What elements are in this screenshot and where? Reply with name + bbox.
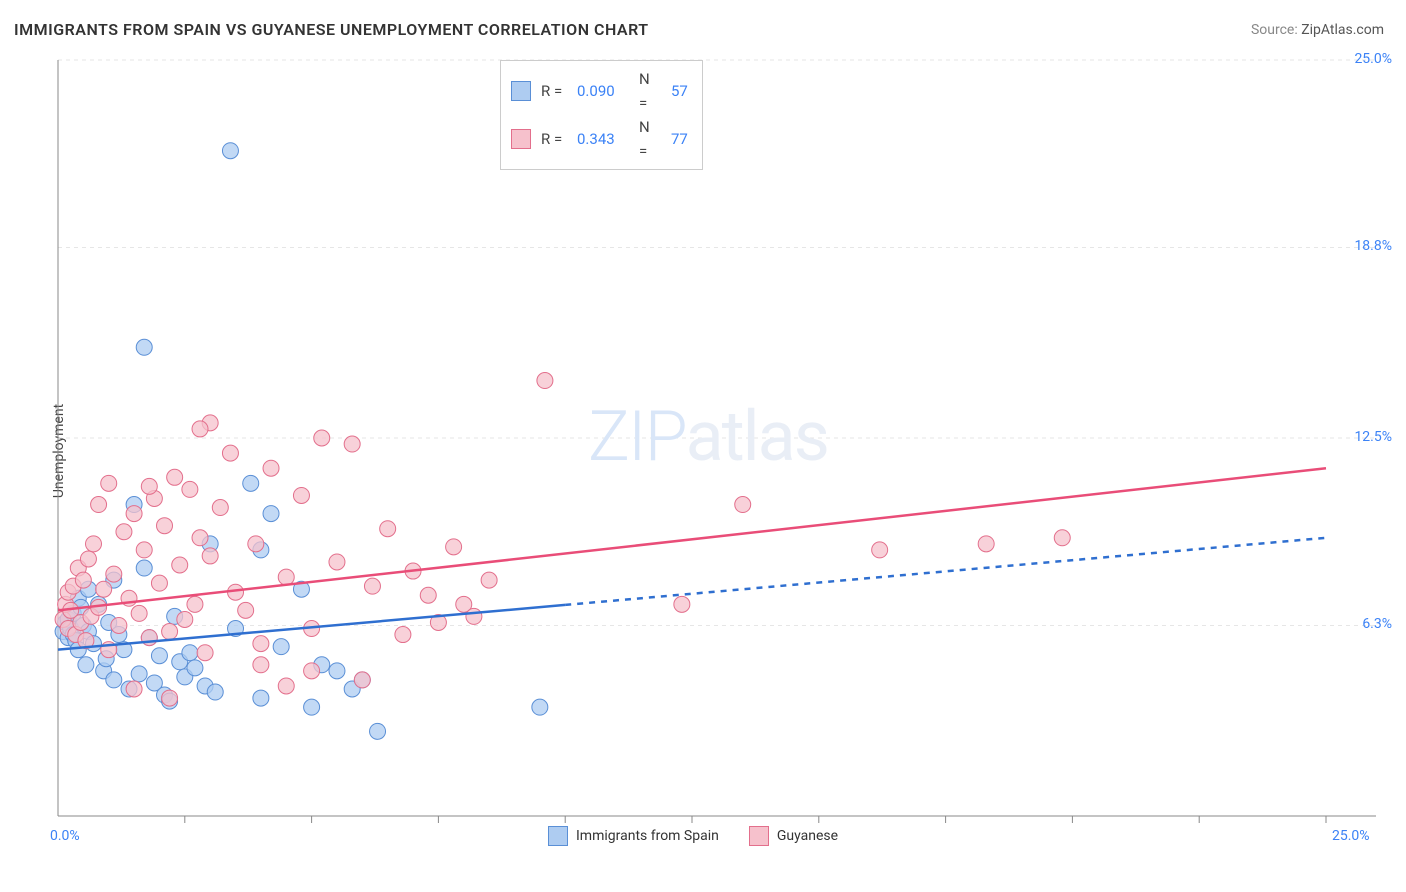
source-label: Source: [1251, 22, 1301, 38]
x-axis-min-label: 0.0% [50, 828, 80, 844]
y-tick-label: 6.3% [1332, 616, 1392, 632]
legend-n-value: 57 [671, 79, 688, 103]
x-legend-label: Guyanese [777, 828, 838, 844]
chart-title: IMMIGRANTS FROM SPAIN VS GUYANESE UNEMPL… [14, 20, 649, 39]
y-tick-label: 25.0% [1332, 51, 1392, 67]
legend-row: R = 0.090 N = 57 [511, 67, 688, 115]
x-axis-max-label: 25.0% [1332, 828, 1370, 844]
plot-container: Unemployment ZIPatlas R =0.090N =57R =0.… [48, 56, 1384, 846]
scatter-plot-svg [48, 56, 1384, 846]
legend-swatch [511, 81, 531, 101]
legend-r-value: 0.090 [577, 79, 629, 103]
x-legend-label: Immigrants from Spain [576, 828, 719, 844]
source-value: ZipAtlas.com [1301, 22, 1384, 38]
legend-row: R = 0.343 N = 77 [511, 115, 688, 163]
correlation-legend: R = 0.090 N = 57 R = 0.343 N = 77 [500, 60, 703, 170]
legend-r-label: R = [541, 79, 567, 103]
x-legend-swatch [548, 826, 568, 846]
legend-n-label: N = [639, 115, 661, 163]
x-legend-item: Guyanese [749, 826, 838, 846]
y-tick-label: 18.8% [1332, 238, 1392, 254]
x-legend-item: Immigrants from Spain [548, 826, 719, 846]
y-tick-label: 12.5% [1332, 429, 1392, 445]
x-legend-swatch [749, 826, 769, 846]
page-root: IMMIGRANTS FROM SPAIN VS GUYANESE UNEMPL… [0, 0, 1406, 892]
legend-r-label: R = [541, 127, 567, 151]
source-attribution: Source: ZipAtlas.com [1251, 22, 1384, 38]
x-axis-legend: Immigrants from Spain Guyanese [548, 826, 838, 846]
legend-r-value: 0.343 [577, 127, 629, 151]
legend-n-value: 77 [671, 127, 688, 151]
legend-swatch [511, 129, 531, 149]
legend-n-label: N = [639, 67, 661, 115]
